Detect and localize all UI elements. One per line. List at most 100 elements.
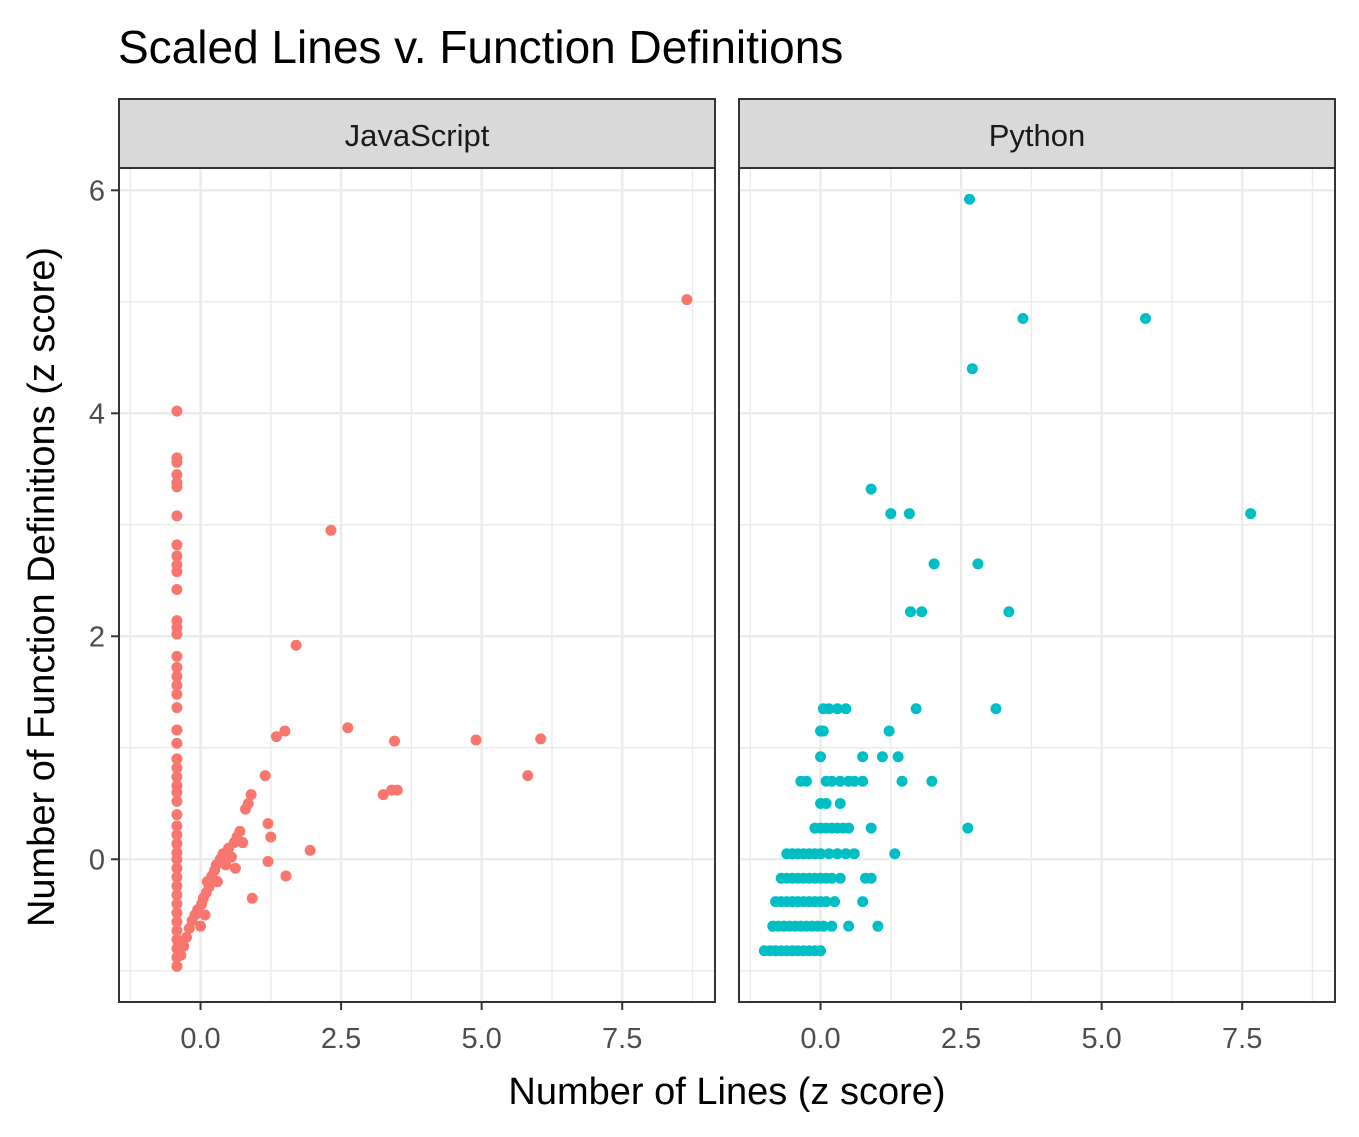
data-point-python bbox=[865, 822, 877, 834]
data-point-javascript bbox=[280, 870, 292, 882]
data-point-python bbox=[857, 775, 869, 787]
data-point-javascript bbox=[203, 881, 215, 893]
data-point-javascript bbox=[171, 925, 183, 937]
data-point-python bbox=[834, 798, 846, 810]
data-point-python bbox=[896, 775, 908, 787]
data-point-javascript bbox=[171, 724, 183, 736]
data-point-javascript bbox=[199, 909, 211, 921]
data-point-javascript bbox=[171, 880, 183, 892]
data-point-python bbox=[876, 751, 888, 763]
data-point-javascript bbox=[171, 510, 183, 522]
data-point-javascript bbox=[171, 960, 183, 972]
panel-python: Python 0.0 2.5 5.0 7.5 bbox=[738, 98, 1336, 1055]
data-point-javascript bbox=[171, 469, 183, 481]
data-point-javascript bbox=[377, 789, 389, 801]
data-point-javascript bbox=[342, 722, 354, 734]
data-point-javascript bbox=[195, 920, 207, 932]
x-tick-label: 7.5 bbox=[1222, 1023, 1262, 1055]
data-point-python bbox=[826, 920, 838, 932]
data-point-javascript bbox=[389, 735, 401, 747]
data-point-python bbox=[889, 848, 901, 860]
data-point-javascript bbox=[171, 786, 183, 798]
data-point-python bbox=[800, 775, 812, 787]
x-tick-label: 0.0 bbox=[180, 1023, 220, 1055]
data-point-javascript bbox=[220, 859, 232, 871]
data-point-javascript bbox=[171, 795, 183, 807]
data-point-javascript bbox=[171, 889, 183, 901]
data-point-javascript bbox=[259, 770, 271, 782]
data-point-python bbox=[1245, 508, 1257, 520]
data-point-javascript bbox=[178, 940, 190, 952]
data-point-javascript bbox=[171, 566, 183, 578]
points-javascript bbox=[171, 294, 693, 972]
data-point-python bbox=[928, 558, 940, 570]
data-point-python bbox=[1003, 606, 1015, 618]
data-point-python bbox=[817, 725, 829, 737]
data-point-javascript bbox=[171, 688, 183, 700]
data-point-javascript bbox=[325, 524, 337, 536]
data-point-python bbox=[1140, 313, 1152, 325]
data-point-javascript bbox=[171, 583, 183, 595]
data-point-javascript bbox=[171, 916, 183, 928]
data-point-python bbox=[831, 848, 843, 860]
data-point-javascript bbox=[171, 670, 183, 682]
x-tick-label: 2.5 bbox=[321, 1023, 361, 1055]
data-point-javascript bbox=[171, 829, 183, 841]
data-point-javascript bbox=[270, 731, 282, 743]
data-point-python bbox=[962, 822, 974, 834]
data-point-javascript bbox=[171, 771, 183, 783]
data-point-javascript bbox=[171, 737, 183, 749]
data-point-python bbox=[826, 872, 838, 884]
data-point-javascript bbox=[171, 539, 183, 551]
data-point-javascript bbox=[262, 818, 274, 830]
data-point-javascript bbox=[171, 481, 183, 493]
plot-area-python bbox=[739, 168, 1335, 1002]
data-point-python bbox=[903, 508, 915, 520]
data-point-javascript bbox=[171, 662, 183, 674]
data-point-javascript bbox=[246, 892, 258, 904]
data-point-javascript bbox=[171, 838, 183, 850]
data-point-javascript bbox=[171, 628, 183, 640]
data-point-javascript bbox=[681, 294, 693, 306]
grid-javascript bbox=[119, 168, 715, 1002]
y-axis: 0 2 4 6 bbox=[89, 175, 119, 876]
x-tick-label: 5.0 bbox=[1081, 1023, 1121, 1055]
data-point-python bbox=[966, 363, 978, 375]
data-point-python bbox=[829, 896, 841, 908]
data-point-python bbox=[840, 848, 852, 860]
data-point-javascript bbox=[225, 851, 237, 863]
y-tick-label: 4 bbox=[89, 398, 105, 430]
data-point-javascript bbox=[245, 789, 257, 801]
data-point-python bbox=[883, 725, 895, 737]
data-point-python bbox=[990, 703, 1002, 715]
data-point-javascript bbox=[265, 831, 277, 843]
panel-javascript: JavaScript 0.0 2.5 5.0 7.5 bbox=[118, 98, 716, 1055]
data-point-javascript bbox=[171, 820, 183, 832]
data-point-python bbox=[848, 775, 860, 787]
data-point-javascript bbox=[391, 784, 403, 796]
x-axis-javascript: 0.0 2.5 5.0 7.5 bbox=[180, 1002, 642, 1055]
data-point-javascript bbox=[171, 762, 183, 774]
data-point-javascript bbox=[171, 907, 183, 919]
x-axis-python: 0.0 2.5 5.0 7.5 bbox=[800, 1002, 1262, 1055]
x-axis-title: Number of Lines (z score) bbox=[508, 1071, 945, 1113]
data-point-javascript bbox=[171, 679, 183, 691]
data-point-javascript bbox=[171, 550, 183, 562]
strip-label-javascript: JavaScript bbox=[345, 118, 490, 153]
data-point-python bbox=[840, 703, 852, 715]
data-point-javascript bbox=[522, 770, 534, 782]
data-point-javascript bbox=[171, 853, 183, 865]
data-point-python bbox=[916, 606, 928, 618]
grid-python bbox=[739, 168, 1335, 1002]
data-point-javascript bbox=[171, 898, 183, 910]
data-point-javascript bbox=[279, 725, 291, 737]
x-tick-label: 7.5 bbox=[602, 1023, 642, 1055]
data-point-python bbox=[964, 193, 976, 205]
data-point-python bbox=[972, 558, 984, 570]
data-point-python bbox=[843, 920, 855, 932]
data-point-python bbox=[823, 848, 835, 860]
data-point-python bbox=[872, 920, 884, 932]
strip-label-python: Python bbox=[989, 118, 1086, 153]
data-point-javascript bbox=[171, 405, 183, 417]
